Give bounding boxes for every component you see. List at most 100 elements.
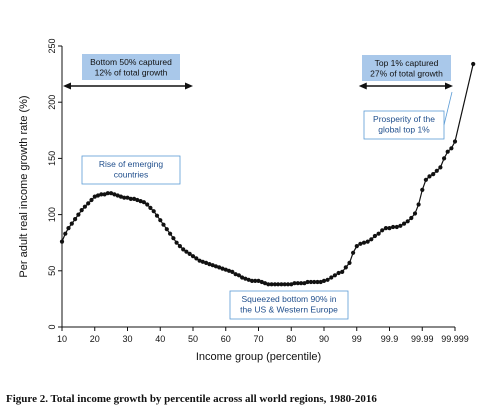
- data-point: [79, 208, 84, 213]
- data-point: [302, 281, 307, 286]
- data-point: [361, 240, 367, 245]
- data-point: [315, 279, 320, 285]
- data-point: [318, 279, 323, 285]
- data-point: [312, 279, 317, 285]
- y-tick-label: 250: [47, 38, 57, 53]
- data-point: [92, 194, 97, 199]
- data-point: [99, 192, 104, 197]
- data-point: [325, 277, 330, 282]
- data-point: [266, 282, 271, 287]
- x-tick-label: 99.9: [381, 334, 399, 344]
- annotation-box: [363, 110, 445, 140]
- data-point: [73, 217, 78, 222]
- annotation-line: 12% of total growth: [95, 68, 168, 78]
- data-point: [332, 273, 337, 278]
- data-point: [391, 224, 396, 230]
- data-point: [236, 273, 241, 278]
- data-point: [380, 228, 385, 233]
- data-point: [431, 172, 436, 177]
- data-point: [272, 282, 277, 287]
- data-point: [187, 251, 192, 256]
- data-point: [204, 260, 209, 265]
- data-point: [217, 265, 222, 270]
- annotation-box: [362, 55, 451, 81]
- data-point: [66, 226, 71, 231]
- annotation-line: the US & Western Europe: [240, 305, 338, 315]
- data-point: [158, 218, 163, 223]
- data-point: [445, 149, 450, 154]
- data-point: [190, 254, 196, 259]
- data-point: [369, 237, 374, 242]
- annotation-line: Top 1% captured: [375, 58, 439, 68]
- data-point: [148, 205, 153, 210]
- annotation-line: Bottom 50% captured: [90, 57, 172, 67]
- annotation-box: [82, 54, 180, 80]
- data-point: [135, 197, 140, 203]
- x-tick-label: 60: [221, 334, 231, 344]
- data-point: [168, 231, 173, 236]
- data-point: [154, 213, 160, 218]
- data-point: [112, 192, 117, 197]
- data-point: [194, 256, 199, 261]
- data-point: [340, 269, 345, 274]
- data-point: [292, 281, 297, 286]
- annotation-line: Prosperity of the: [373, 114, 435, 124]
- prosperity-pointer: [443, 91, 453, 126]
- x-tick-label: 99: [352, 334, 362, 344]
- y-tick-label: 150: [47, 151, 57, 166]
- data-point: [197, 258, 202, 263]
- x-tick-label: 30: [122, 334, 132, 344]
- data-point: [358, 241, 363, 246]
- data-point: [138, 199, 143, 204]
- data-point: [125, 195, 130, 200]
- annotation-line: Rise of emerging: [99, 159, 164, 169]
- data-point: [128, 196, 133, 201]
- data-point: [220, 266, 225, 271]
- data-point: [394, 224, 399, 230]
- data-point: [82, 204, 87, 209]
- top-1-arrow: [358, 82, 453, 90]
- data-point: [76, 212, 81, 217]
- data-point: [412, 211, 418, 216]
- y-tick-label: 200: [47, 95, 57, 110]
- y-tick-label: 100: [47, 207, 57, 222]
- data-point: [282, 282, 287, 287]
- y-tick-label: 50: [47, 266, 57, 276]
- data-point: [262, 281, 268, 286]
- annotation-line: 27% of total growth: [370, 69, 443, 79]
- bottom-50-arrow: [63, 82, 193, 90]
- data-point: [427, 174, 432, 179]
- x-tick-label: 99.99: [411, 334, 434, 344]
- data-point: [402, 221, 407, 226]
- data-point: [398, 223, 403, 228]
- x-tick-label: 20: [90, 334, 100, 344]
- data-point: [89, 197, 94, 203]
- data-point: [69, 221, 74, 226]
- y-tick-label: 0: [47, 324, 57, 329]
- data-point: [141, 200, 146, 205]
- data-point: [95, 193, 101, 198]
- x-tick-label: 50: [188, 334, 198, 344]
- data-point: [343, 265, 348, 270]
- data-point: [177, 244, 182, 249]
- y-axis-title: Per adult real income growth rate (%): [18, 95, 30, 277]
- data-point: [259, 279, 264, 285]
- data-point: [253, 278, 258, 283]
- data-point: [423, 177, 428, 182]
- data-point: [409, 215, 414, 221]
- data-point: [321, 278, 327, 283]
- data-point: [452, 139, 458, 144]
- data-point: [279, 282, 284, 287]
- x-tick-label: 10: [57, 334, 67, 344]
- data-point: [442, 156, 447, 161]
- annotation-line: countries: [114, 170, 149, 180]
- data-point: [372, 233, 377, 239]
- data-point: [122, 195, 127, 200]
- figure-caption: Figure 2. Total income growth by percent…: [6, 393, 377, 405]
- data-point: [354, 244, 359, 249]
- data-point: [164, 227, 169, 232]
